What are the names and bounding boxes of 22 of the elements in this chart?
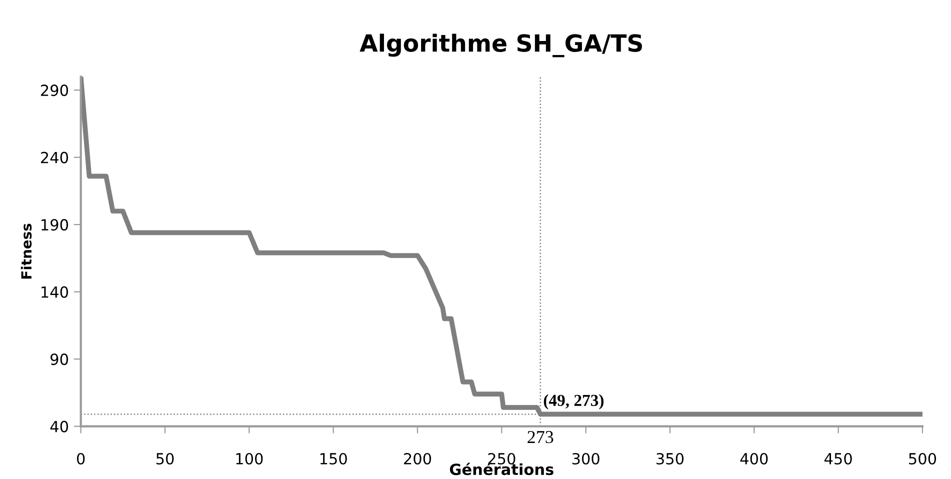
x-tick-label: 300 xyxy=(572,452,600,465)
y-tick-label: 240 xyxy=(40,152,68,164)
x-tick-label: 0 xyxy=(76,452,85,465)
x-tick-label: 500 xyxy=(909,452,936,465)
y-tick-label: 290 xyxy=(40,84,68,96)
chart-title: Algorithme SH_GA/TS xyxy=(360,34,642,58)
annotation: (49, 273) xyxy=(544,394,604,410)
x-tick-label: 450 xyxy=(824,452,852,465)
x-tick-label: 250 xyxy=(488,452,516,465)
ref-line-label: 273 xyxy=(528,431,554,444)
x-tick-label: 100 xyxy=(236,452,263,465)
y-tick-label: 190 xyxy=(42,219,68,231)
y-tick-label: 140 xyxy=(42,286,68,298)
x-axis-title: Générations xyxy=(450,462,554,476)
x-tick-label: 400 xyxy=(740,452,768,465)
x-tick-label: 50 xyxy=(156,452,174,465)
y-axis-title: Fitness xyxy=(20,224,32,279)
y-tick-label: 90 xyxy=(50,354,68,366)
y-tick-label: 40 xyxy=(50,420,68,432)
x-tick-label: 200 xyxy=(404,452,432,465)
x-tick-label: 150 xyxy=(320,452,347,465)
x-tick-label: 350 xyxy=(656,452,684,465)
